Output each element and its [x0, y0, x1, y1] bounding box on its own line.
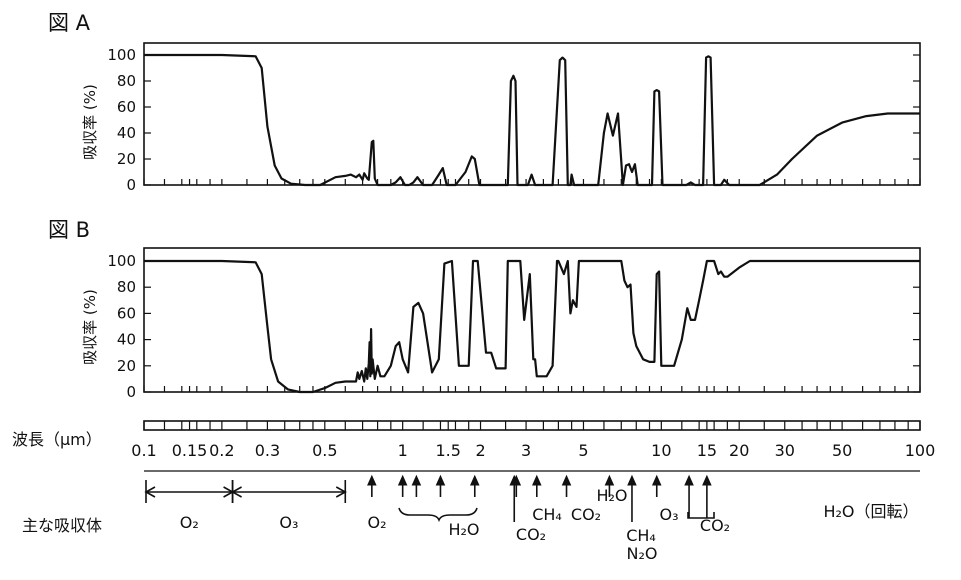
- panel-b-series-line: [144, 259, 920, 394]
- wavelength-axis-label: 波長（μm）: [12, 430, 102, 449]
- panel-b: 図 B 吸収率 (%) 0 20 40 60 80 100: [48, 218, 921, 401]
- absorber-label-h2o-rot: H₂O（回転）: [823, 502, 918, 521]
- panel-a-ytick-label: 60: [117, 98, 136, 116]
- ruler-tick-label: 0.1: [131, 441, 156, 460]
- absorber-arrowhead: [627, 474, 637, 486]
- ruler-tick-label: 10: [651, 441, 671, 460]
- panel-a-ytick-label: 40: [117, 124, 136, 142]
- panel-b-yticks: 0 20 40 60 80 100: [107, 252, 920, 401]
- wavelength-ruler-labels: 0.1 0.15 0.2 0.3 0.5 1 1.5 2 3 5 10 15 20 30 50 100: [131, 441, 935, 460]
- panel-b-ytick-label: 40: [117, 331, 136, 349]
- ruler-tick-label: 0.2: [209, 441, 234, 460]
- absorber-label-ch4-77: CH₄: [626, 526, 656, 545]
- absorber-arrowhead: [411, 474, 422, 486]
- ruler-tick-label: 0.15: [172, 441, 208, 460]
- o3-uv-arrowhead-left: [230, 486, 242, 498]
- absorber-label-o3-96: O₃: [659, 505, 678, 524]
- absorber-arrowhead: [435, 474, 446, 486]
- absorber-arrowhead: [397, 474, 408, 486]
- absorber-arrowhead: [532, 474, 542, 486]
- ruler-tick-label: 5: [578, 441, 588, 460]
- o2-uv-label: O₂: [180, 513, 199, 532]
- panel-a-ytick-label: 20: [117, 150, 136, 168]
- absorber-arrowhead: [561, 474, 572, 486]
- panel-b-ytick-label: 20: [117, 357, 136, 375]
- ruler-tick-label: 0.5: [312, 441, 337, 460]
- absorber-label-co2-27: CO₂: [516, 525, 546, 544]
- ruler-tick-label: 0.3: [255, 441, 280, 460]
- ruler-tick-label: 1.5: [435, 441, 460, 460]
- panel-b-ytick-label: 0: [126, 383, 136, 401]
- ruler-tick-label: 2: [475, 441, 485, 460]
- panel-a-ylabel: 吸収率 (%): [81, 84, 99, 160]
- panel-a-ytick-label: 100: [107, 46, 136, 64]
- ruler-tick-label: 3: [521, 441, 531, 460]
- panel-a-ytick-label: 80: [117, 72, 136, 90]
- panel-b-ylabel: 吸収率 (%): [81, 289, 99, 365]
- panel-b-frame: [143, 247, 921, 393]
- absorber-arrowhead: [604, 474, 615, 486]
- panel-a-xticks: [143, 179, 921, 185]
- wavelength-ruler-ticks: [143, 421, 921, 430]
- wavelength-ruler-bar: [143, 420, 921, 431]
- co2-15-bracket: [687, 512, 715, 519]
- absorber-arrowhead: [470, 474, 480, 486]
- panel-b-title: 図 B: [48, 218, 90, 242]
- absorber-arrowhead: [702, 474, 712, 486]
- o2-uv-arrowhead-left: [144, 486, 156, 498]
- ruler-tick-label: 20: [729, 441, 749, 460]
- wavelength-ruler: 波長（μm） 0.1 0.15 0.2 0.3 0.5 1 1.5 2 3 5 10 15 20 30 50…: [12, 420, 935, 460]
- panel-a-series-line: [144, 53, 920, 187]
- absorber-label-h2o-nir: H₂O: [448, 520, 479, 539]
- h2o-brace: [398, 507, 478, 523]
- panel-a: 図 A 吸収率 (%) 0 20 40 60 80 100: [48, 11, 921, 194]
- ruler-tick-label: 30: [775, 441, 795, 460]
- panel-b-ytick-label: 60: [117, 304, 136, 322]
- panel-b-ytick-label: 80: [117, 278, 136, 296]
- absorber-label-n2o-77: N₂O: [627, 544, 658, 563]
- panel-a-title: 図 A: [48, 11, 91, 35]
- uv-absorber-ranges: O₂ O₃: [144, 480, 347, 532]
- absorber-label-h2o-63: H₂O: [596, 486, 627, 505]
- absorber-label-co2-43: CO₂: [571, 505, 601, 524]
- absorber-label-ch4-33: CH₄: [532, 505, 562, 524]
- o3-uv-arrowhead-right: [335, 486, 347, 498]
- absorber-arrows: [367, 474, 712, 522]
- absorber-arrowhead: [511, 474, 522, 486]
- absorber-arrowhead: [684, 474, 694, 486]
- panel-b-xticks: [143, 386, 921, 392]
- o3-uv-label: O₃: [279, 513, 298, 532]
- absorber-label-o2-nir: O₂: [367, 513, 386, 532]
- ruler-tick-label: 15: [697, 441, 717, 460]
- panel-b-ytick-label: 100: [107, 252, 136, 270]
- absorber-label-co2-15: CO₂: [700, 516, 730, 535]
- absorbers-label: 主な吸収体: [22, 516, 102, 535]
- ruler-tick-label: 100: [905, 441, 936, 460]
- absorber-arrowhead: [651, 474, 662, 486]
- panel-a-yticks: 0 20 40 60 80 100: [107, 46, 920, 194]
- ruler-tick-label: 1: [398, 441, 408, 460]
- ruler-tick-label: 50: [832, 441, 852, 460]
- panel-a-ytick-label: 0: [126, 176, 136, 194]
- absorber-arrowhead: [367, 474, 377, 486]
